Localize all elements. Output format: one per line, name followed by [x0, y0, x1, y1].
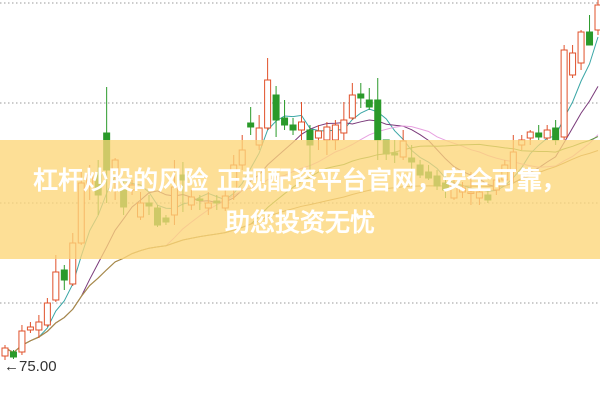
candle-body: [18, 330, 26, 353]
candle: [18, 325, 26, 355]
candle-body: [52, 271, 60, 301]
candle-body: [594, 4, 600, 31]
candle: [26, 322, 34, 333]
candle: [577, 30, 585, 70]
candle: [543, 125, 551, 140]
candle: [281, 100, 289, 130]
candle-body: [60, 269, 68, 281]
candle-body: [272, 94, 280, 121]
candle-body: [314, 130, 322, 139]
candle-body: [586, 31, 594, 46]
candle-body: [264, 79, 272, 129]
candle: [569, 45, 577, 78]
candle: [247, 107, 255, 135]
banner-line-1: 杠杆炒股的风险 正规配资平台官网，安全可靠，: [33, 166, 567, 195]
candle: [264, 58, 272, 130]
candle-body: [365, 99, 373, 108]
candle: [60, 265, 68, 290]
candle-body: [35, 321, 43, 331]
candle: [594, 0, 600, 35]
candle-body: [43, 302, 51, 326]
banner-line-2: 助您投资无忧: [224, 208, 375, 237]
candle-body: [289, 124, 297, 131]
candle-body: [247, 122, 255, 128]
candle-body: [535, 132, 543, 138]
candle: [357, 83, 365, 108]
candle-body: [331, 124, 339, 141]
candle: [365, 88, 373, 110]
candle: [52, 255, 60, 302]
candle-body: [526, 131, 534, 139]
candle-body: [348, 94, 356, 119]
candle: [9, 350, 17, 359]
low-price-value: 75.00: [19, 358, 57, 375]
arrow-left-icon: ←: [4, 358, 19, 375]
candle-body: [543, 129, 551, 139]
candle: [348, 83, 356, 120]
candle: [298, 102, 305, 140]
candle-body: [298, 121, 305, 131]
candle-body: [9, 351, 17, 358]
candle-body: [281, 117, 289, 126]
candle: [340, 102, 348, 140]
candle-body: [26, 326, 34, 331]
candle-body: [552, 127, 560, 141]
candle-body: [357, 93, 365, 99]
candle: [1, 345, 9, 360]
candle-body: [577, 31, 585, 64]
overlay-banner: [0, 140, 600, 259]
candle-body: [1, 347, 9, 357]
candle: [35, 315, 43, 338]
candle: [43, 298, 51, 327]
banner-text: 杠杆炒股的风险 正规配资平台官网，安全可靠， 助您投资无忧: [0, 160, 600, 244]
candle-body: [560, 49, 568, 138]
candle: [535, 125, 543, 140]
candle-body: [569, 52, 577, 76]
candle: [272, 86, 280, 137]
candle: [560, 45, 568, 140]
candle: [289, 118, 297, 135]
candle-body: [323, 126, 331, 141]
low-price-annotation: ←75.00: [4, 358, 57, 375]
candle: [586, 15, 594, 46]
candle-body: [374, 99, 382, 141]
candle-body: [340, 119, 348, 134]
